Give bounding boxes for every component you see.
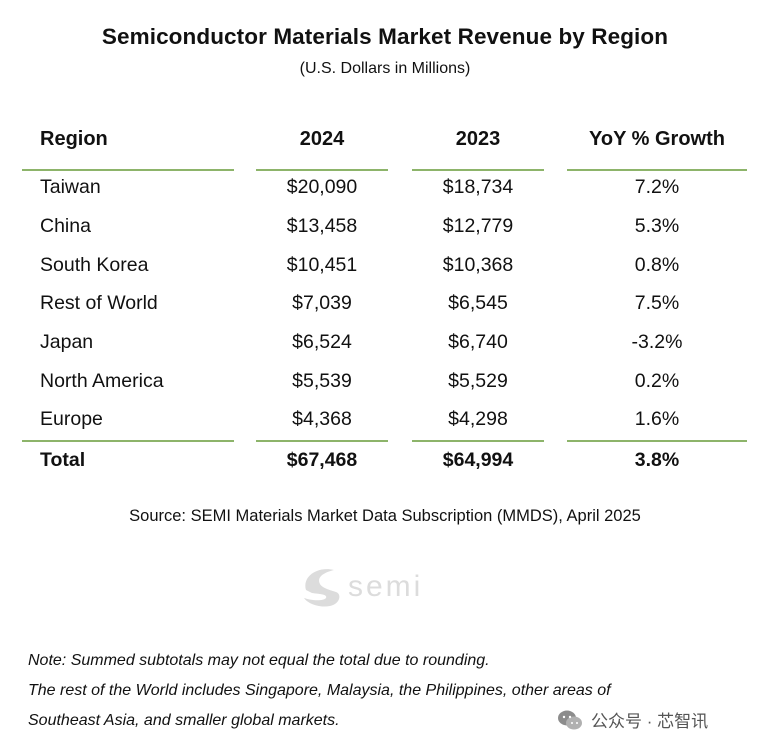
region-cell: Japan: [40, 331, 94, 353]
value-2024-cell: $10,451: [286, 254, 358, 276]
table-title: Semiconductor Materials Market Revenue b…: [101, 24, 669, 49]
total-2023: $64,994: [442, 449, 514, 471]
region-cell: North America: [40, 370, 164, 392]
total-rule-region: [22, 440, 234, 442]
region-cell: China: [40, 215, 91, 237]
value-2024-cell: $6,524: [292, 331, 352, 353]
region-cell: South Korea: [40, 254, 149, 276]
region-cell: Europe: [40, 408, 103, 430]
yoy-cell: -3.2%: [631, 331, 683, 353]
table-row: Rest of World $7,039 $6,545 7.5%: [0, 292, 770, 324]
value-2023-cell: $5,529: [448, 370, 508, 392]
table-total-row: Total $67,468 $64,994 3.8%: [0, 449, 770, 481]
footnote-rest-of-world-2: Southeast Asia, and smaller global marke…: [28, 712, 340, 729]
table-row: South Korea $10,451 $10,368 0.8%: [0, 254, 770, 286]
total-rule-2024: [256, 440, 388, 442]
value-2024-cell: $20,090: [286, 176, 358, 198]
total-rule-2023: [412, 440, 544, 442]
semi-logo: semi: [304, 569, 423, 607]
value-2023-cell: $10,368: [442, 254, 514, 276]
source-note: Source: SEMI Materials Market Data Subsc…: [129, 507, 641, 525]
table-row: Japan $6,524 $6,740 -3.2%: [0, 331, 770, 363]
table-row: China $13,458 $12,779 5.3%: [0, 215, 770, 247]
header-region: Region: [40, 128, 108, 150]
header-rule-2023: [412, 169, 544, 171]
value-2024-cell: $7,039: [292, 292, 352, 314]
header-rule-yoy: [567, 169, 747, 171]
value-2023-cell: $6,740: [448, 331, 508, 353]
table-subtitle: (U.S. Dollars in Millions): [299, 60, 471, 77]
yoy-cell: 0.2%: [634, 370, 680, 392]
value-2023-cell: $18,734: [442, 176, 514, 198]
value-2024-cell: $13,458: [286, 215, 358, 237]
value-2024-cell: $4,368: [292, 408, 352, 430]
region-cell: Taiwan: [40, 176, 101, 198]
yoy-cell: 7.2%: [634, 176, 680, 198]
value-2024-cell: $5,539: [292, 370, 352, 392]
table-row: Taiwan $20,090 $18,734 7.2%: [0, 176, 770, 208]
wechat-account-name: 公众号 · 芯智讯: [591, 712, 709, 731]
total-rule-yoy: [567, 440, 747, 442]
yoy-cell: 1.6%: [634, 408, 680, 430]
value-2023-cell: $12,779: [442, 215, 514, 237]
yoy-cell: 0.8%: [634, 254, 680, 276]
header-2023: 2023: [455, 128, 501, 150]
semi-logo-text: semi: [348, 570, 423, 603]
table-header-row: Region 2024 2023 YoY % Growth: [0, 128, 770, 160]
value-2023-cell: $4,298: [448, 408, 508, 430]
total-yoy: 3.8%: [634, 449, 680, 471]
total-2024: $67,468: [286, 449, 358, 471]
total-label: Total: [40, 449, 86, 471]
region-cell: Rest of World: [40, 292, 158, 314]
yoy-cell: 5.3%: [634, 215, 680, 237]
table-row: North America $5,539 $5,529 0.2%: [0, 370, 770, 402]
yoy-cell: 7.5%: [634, 292, 680, 314]
header-2024: 2024: [299, 128, 345, 150]
header-rule-region: [22, 169, 234, 171]
header-rule-2024: [256, 169, 388, 171]
table-row: Europe $4,368 $4,298 1.6%: [0, 408, 770, 440]
header-yoy-growth: YoY % Growth: [589, 128, 725, 150]
footnote-rounding: Note: Summed subtotals may not equal the…: [28, 652, 490, 669]
wechat-icon: [558, 710, 582, 729]
value-2023-cell: $6,545: [448, 292, 508, 314]
wechat-watermark: 公众号 · 芯智讯: [557, 707, 708, 732]
footnote-rest-of-world-1: The rest of the World includes Singapore…: [28, 682, 611, 699]
